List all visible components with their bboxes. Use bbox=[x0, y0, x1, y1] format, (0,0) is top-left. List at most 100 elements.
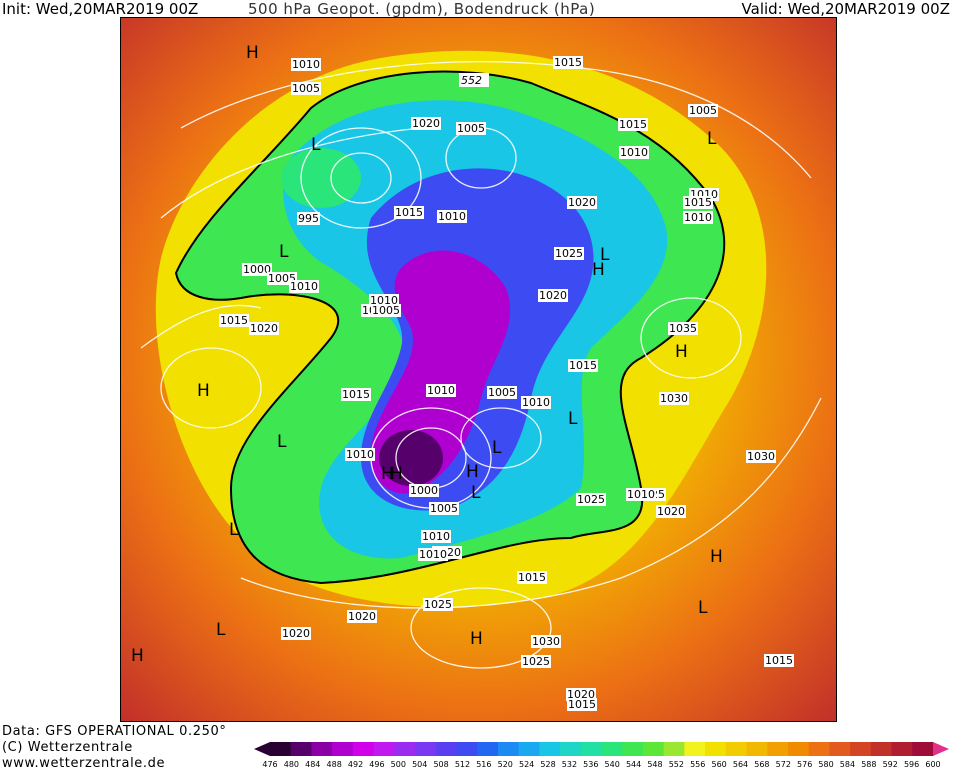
high-pressure-marker: H bbox=[592, 260, 605, 280]
copyright: (C) Wetterzentrale bbox=[2, 740, 133, 755]
isobar-label: 1015 bbox=[764, 654, 794, 667]
legend-left-arrow bbox=[254, 742, 270, 756]
legend-swatch bbox=[394, 742, 416, 756]
isobar-label: 1025 bbox=[521, 655, 551, 668]
isobar-label: 1020 bbox=[411, 117, 441, 130]
legend-swatch bbox=[270, 742, 292, 756]
isobar-label: 1015 bbox=[683, 196, 713, 209]
isobars bbox=[140, 61, 822, 669]
legend-swatch bbox=[850, 742, 872, 756]
low-pressure-marker: L bbox=[492, 438, 502, 458]
legend-swatch bbox=[477, 742, 499, 756]
legend-swatch bbox=[497, 742, 520, 756]
legend-swatch bbox=[580, 742, 602, 756]
legend-tick-label: 536 bbox=[583, 760, 598, 769]
legend-tick-label: 552 bbox=[669, 760, 684, 769]
legend-swatch bbox=[601, 742, 623, 756]
isobar-label: 1015 bbox=[517, 571, 547, 584]
isobar-label: 1010 bbox=[345, 448, 375, 461]
legend-swatch bbox=[622, 742, 644, 756]
legend-tick-label: 580 bbox=[818, 760, 833, 769]
legend-tick-label: 568 bbox=[754, 760, 769, 769]
isobar-label: 1015 bbox=[394, 206, 424, 219]
isobar-label: 1020 bbox=[538, 289, 568, 302]
isobar-label: 1000 bbox=[242, 263, 272, 276]
legend-swatch bbox=[415, 742, 437, 756]
website: www.wetterzentrale.de bbox=[2, 756, 166, 771]
isobar-label: 1005 bbox=[291, 82, 321, 95]
legend-swatch bbox=[684, 742, 706, 756]
data-source: Data: GFS OPERATIONAL 0.250° bbox=[2, 724, 227, 739]
high-pressure-marker: H bbox=[466, 462, 479, 482]
isobar-label: 1010 bbox=[437, 210, 467, 223]
legend-tick-label: 500 bbox=[391, 760, 406, 769]
isobar-label: 1020 bbox=[281, 627, 311, 640]
low-pressure-marker: L bbox=[471, 483, 481, 503]
legend-tick-label: 488 bbox=[327, 760, 342, 769]
high-pressure-marker: H bbox=[390, 464, 403, 484]
low-pressure-marker: L bbox=[277, 432, 287, 452]
isobar-label: 1030 bbox=[531, 635, 561, 648]
isobar-label: 1010 bbox=[626, 488, 656, 501]
legend-tick-label: 596 bbox=[904, 760, 919, 769]
legend-tick-label: 492 bbox=[348, 760, 363, 769]
legend-swatch bbox=[352, 742, 375, 756]
isobar-label: 1015 bbox=[219, 314, 249, 327]
high-pressure-marker: H bbox=[710, 547, 723, 567]
isobar-label: 1010 bbox=[289, 280, 319, 293]
isobar-label: 1010 bbox=[619, 146, 649, 159]
legend-swatch bbox=[787, 742, 810, 756]
low-pressure-marker: L bbox=[216, 620, 226, 640]
isobar-label: 1030 bbox=[746, 450, 776, 463]
contour-label-552: 552 bbox=[461, 74, 482, 87]
isobar-label: 1015 bbox=[567, 698, 597, 711]
isobar-label: 1035 bbox=[668, 322, 698, 335]
isobar-label: 1020 bbox=[347, 610, 377, 623]
legend-tick-label: 496 bbox=[369, 760, 384, 769]
isobar-label: 1005 bbox=[487, 386, 517, 399]
low-pressure-marker: L bbox=[311, 135, 321, 155]
legend-tick-label: 476 bbox=[262, 760, 277, 769]
isobar-label: 1010 bbox=[369, 294, 399, 307]
isobar-label: 1010 bbox=[421, 530, 451, 543]
legend-tick-label: 528 bbox=[540, 760, 555, 769]
high-pressure-marker: H bbox=[381, 464, 394, 484]
weather-map: 552 1010 1005 1015 1020 1005 1015 1010 1005 1010… bbox=[120, 17, 837, 722]
deep-low bbox=[379, 430, 443, 486]
isobar-label: 1025 bbox=[554, 247, 584, 260]
legend-swatch bbox=[373, 742, 395, 756]
isobar-label: 1020 bbox=[656, 505, 686, 518]
legend-swatch bbox=[518, 742, 540, 756]
isobar-label: 1000 bbox=[409, 484, 439, 497]
legend-tick-label: 592 bbox=[883, 760, 898, 769]
low-pressure-marker: L bbox=[707, 129, 717, 149]
isobar-label: 1010 bbox=[418, 548, 448, 561]
legend-swatch bbox=[435, 742, 457, 756]
high-pressure-marker: H bbox=[246, 43, 259, 63]
legend-swatch bbox=[705, 742, 727, 756]
legend-tick-label: 560 bbox=[711, 760, 726, 769]
color-legend: 476 480 484 488 492 496 500 504 508 512 516 520 524 5… bbox=[254, 742, 949, 769]
legend-swatch bbox=[808, 742, 830, 756]
legend-tick-label: 588 bbox=[861, 760, 876, 769]
legend-swatch bbox=[560, 742, 582, 756]
isobar-label: 1010 bbox=[291, 58, 321, 71]
legend-tick-label: 524 bbox=[519, 760, 534, 769]
legend-tick-label: 508 bbox=[433, 760, 448, 769]
isobar-label: 1010 bbox=[683, 211, 713, 224]
legend-swatch bbox=[539, 742, 561, 756]
high-pressure-marker: H bbox=[675, 342, 688, 362]
isobar-label: 1005 bbox=[429, 502, 459, 515]
legend-swatch bbox=[746, 742, 768, 756]
low-pressure-marker: L bbox=[279, 242, 289, 262]
legend-tick-label: 480 bbox=[284, 760, 299, 769]
legend-tick-label: 600 bbox=[925, 760, 940, 769]
green-patch bbox=[281, 148, 361, 208]
low-pressure-marker: L bbox=[229, 520, 239, 540]
init-time: Init: Wed,20MAR2019 00Z bbox=[2, 0, 199, 18]
isobar-label: 1020 bbox=[567, 196, 597, 209]
isobar-label: 1015 bbox=[568, 359, 598, 372]
low-pressure-marker: L bbox=[698, 598, 708, 618]
isobar-label: 1015 bbox=[553, 56, 583, 69]
legend-tick-label: 504 bbox=[412, 760, 427, 769]
